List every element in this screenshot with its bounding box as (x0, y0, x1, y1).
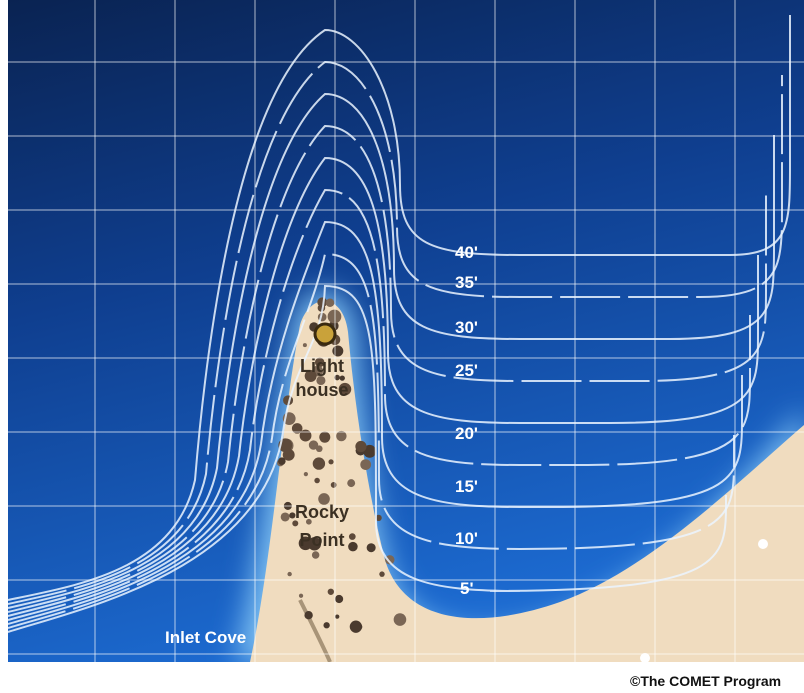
rocks (276, 297, 407, 633)
grid (8, 0, 804, 662)
rock (323, 622, 330, 629)
depth-labels: 40' 35' 30' 25' 20' 15' 10' 5' (455, 243, 478, 598)
contour (8, 15, 791, 601)
rock (304, 370, 317, 382)
rock (278, 457, 286, 465)
depth-label: 20' (455, 424, 478, 443)
land (250, 301, 804, 662)
rock (334, 374, 340, 381)
rock (347, 479, 356, 488)
contour (8, 252, 735, 629)
contour (8, 220, 743, 625)
depth-label: 15' (455, 477, 478, 496)
rock (299, 429, 312, 442)
place-label: house (295, 380, 348, 400)
rock (385, 555, 395, 565)
rock (327, 588, 334, 595)
rock (318, 493, 330, 505)
rock (283, 501, 292, 510)
lighthouse-icon (313, 322, 337, 346)
rock (308, 440, 319, 450)
rock (366, 543, 376, 553)
credit: ©The COMET Program (630, 673, 781, 689)
rock (307, 537, 322, 551)
rock (330, 482, 337, 488)
rock (304, 611, 313, 620)
rock (334, 594, 344, 604)
rock (348, 533, 356, 540)
rock (289, 512, 296, 519)
rock (302, 343, 307, 348)
rock (363, 444, 377, 458)
rock (287, 571, 292, 577)
rock (335, 614, 340, 619)
marker (758, 539, 768, 549)
rock (338, 382, 352, 396)
map-area: Light house Rocky Point Inlet Cove 40' 35… (8, 0, 804, 662)
rock (328, 459, 334, 465)
rock (311, 551, 320, 559)
place-label: Light (300, 356, 344, 376)
rock (319, 431, 331, 443)
rock (314, 477, 320, 484)
rock (280, 512, 290, 522)
rock (306, 518, 312, 525)
rock (379, 571, 385, 577)
place-label: Rocky (295, 502, 349, 522)
depth-label: 40' (455, 243, 478, 262)
contour (8, 124, 767, 613)
trail (298, 599, 332, 662)
rock (303, 472, 308, 477)
rock (339, 375, 345, 381)
depth-label: 35' (455, 273, 478, 292)
contours (8, 15, 791, 633)
rock (349, 620, 363, 633)
rock (325, 298, 335, 308)
rock (312, 457, 326, 470)
rock (348, 541, 358, 552)
rock (375, 514, 382, 522)
rock (360, 459, 372, 471)
depth-label: 30' (455, 318, 478, 337)
contour (8, 92, 775, 609)
rock (332, 345, 344, 357)
marker (640, 653, 650, 662)
rock (298, 593, 304, 598)
rock (336, 430, 347, 442)
contour (8, 156, 759, 617)
depth-label: 25' (455, 361, 478, 380)
contour (8, 60, 783, 605)
rock (355, 440, 367, 453)
rock (356, 624, 363, 630)
rock (393, 613, 407, 626)
contour (8, 284, 727, 633)
place-label: Point (300, 530, 345, 550)
depth-label: 10' (455, 529, 478, 548)
rock (291, 423, 303, 434)
depth-label: 5' (460, 579, 474, 598)
rock (327, 309, 342, 324)
rock (316, 375, 326, 386)
place-label: Inlet Cove (165, 628, 246, 647)
rock (292, 520, 299, 527)
contour (8, 188, 751, 621)
rock (314, 357, 325, 368)
